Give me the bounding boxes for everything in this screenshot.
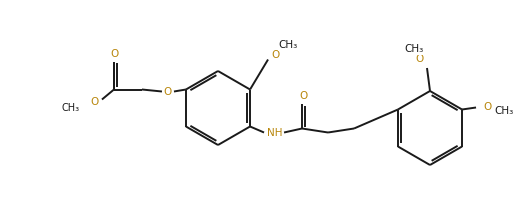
Text: CH₃: CH₃ xyxy=(404,44,423,54)
Text: O: O xyxy=(271,49,279,60)
Text: CH₃: CH₃ xyxy=(278,41,298,50)
Text: O: O xyxy=(483,103,491,112)
Text: O: O xyxy=(111,48,119,59)
Text: O: O xyxy=(164,87,172,96)
Text: O: O xyxy=(91,96,99,107)
Text: CH₃: CH₃ xyxy=(494,105,514,116)
Text: O: O xyxy=(416,54,424,64)
Text: O: O xyxy=(299,90,307,101)
Text: NH: NH xyxy=(267,129,283,138)
Text: CH₃: CH₃ xyxy=(62,103,80,112)
